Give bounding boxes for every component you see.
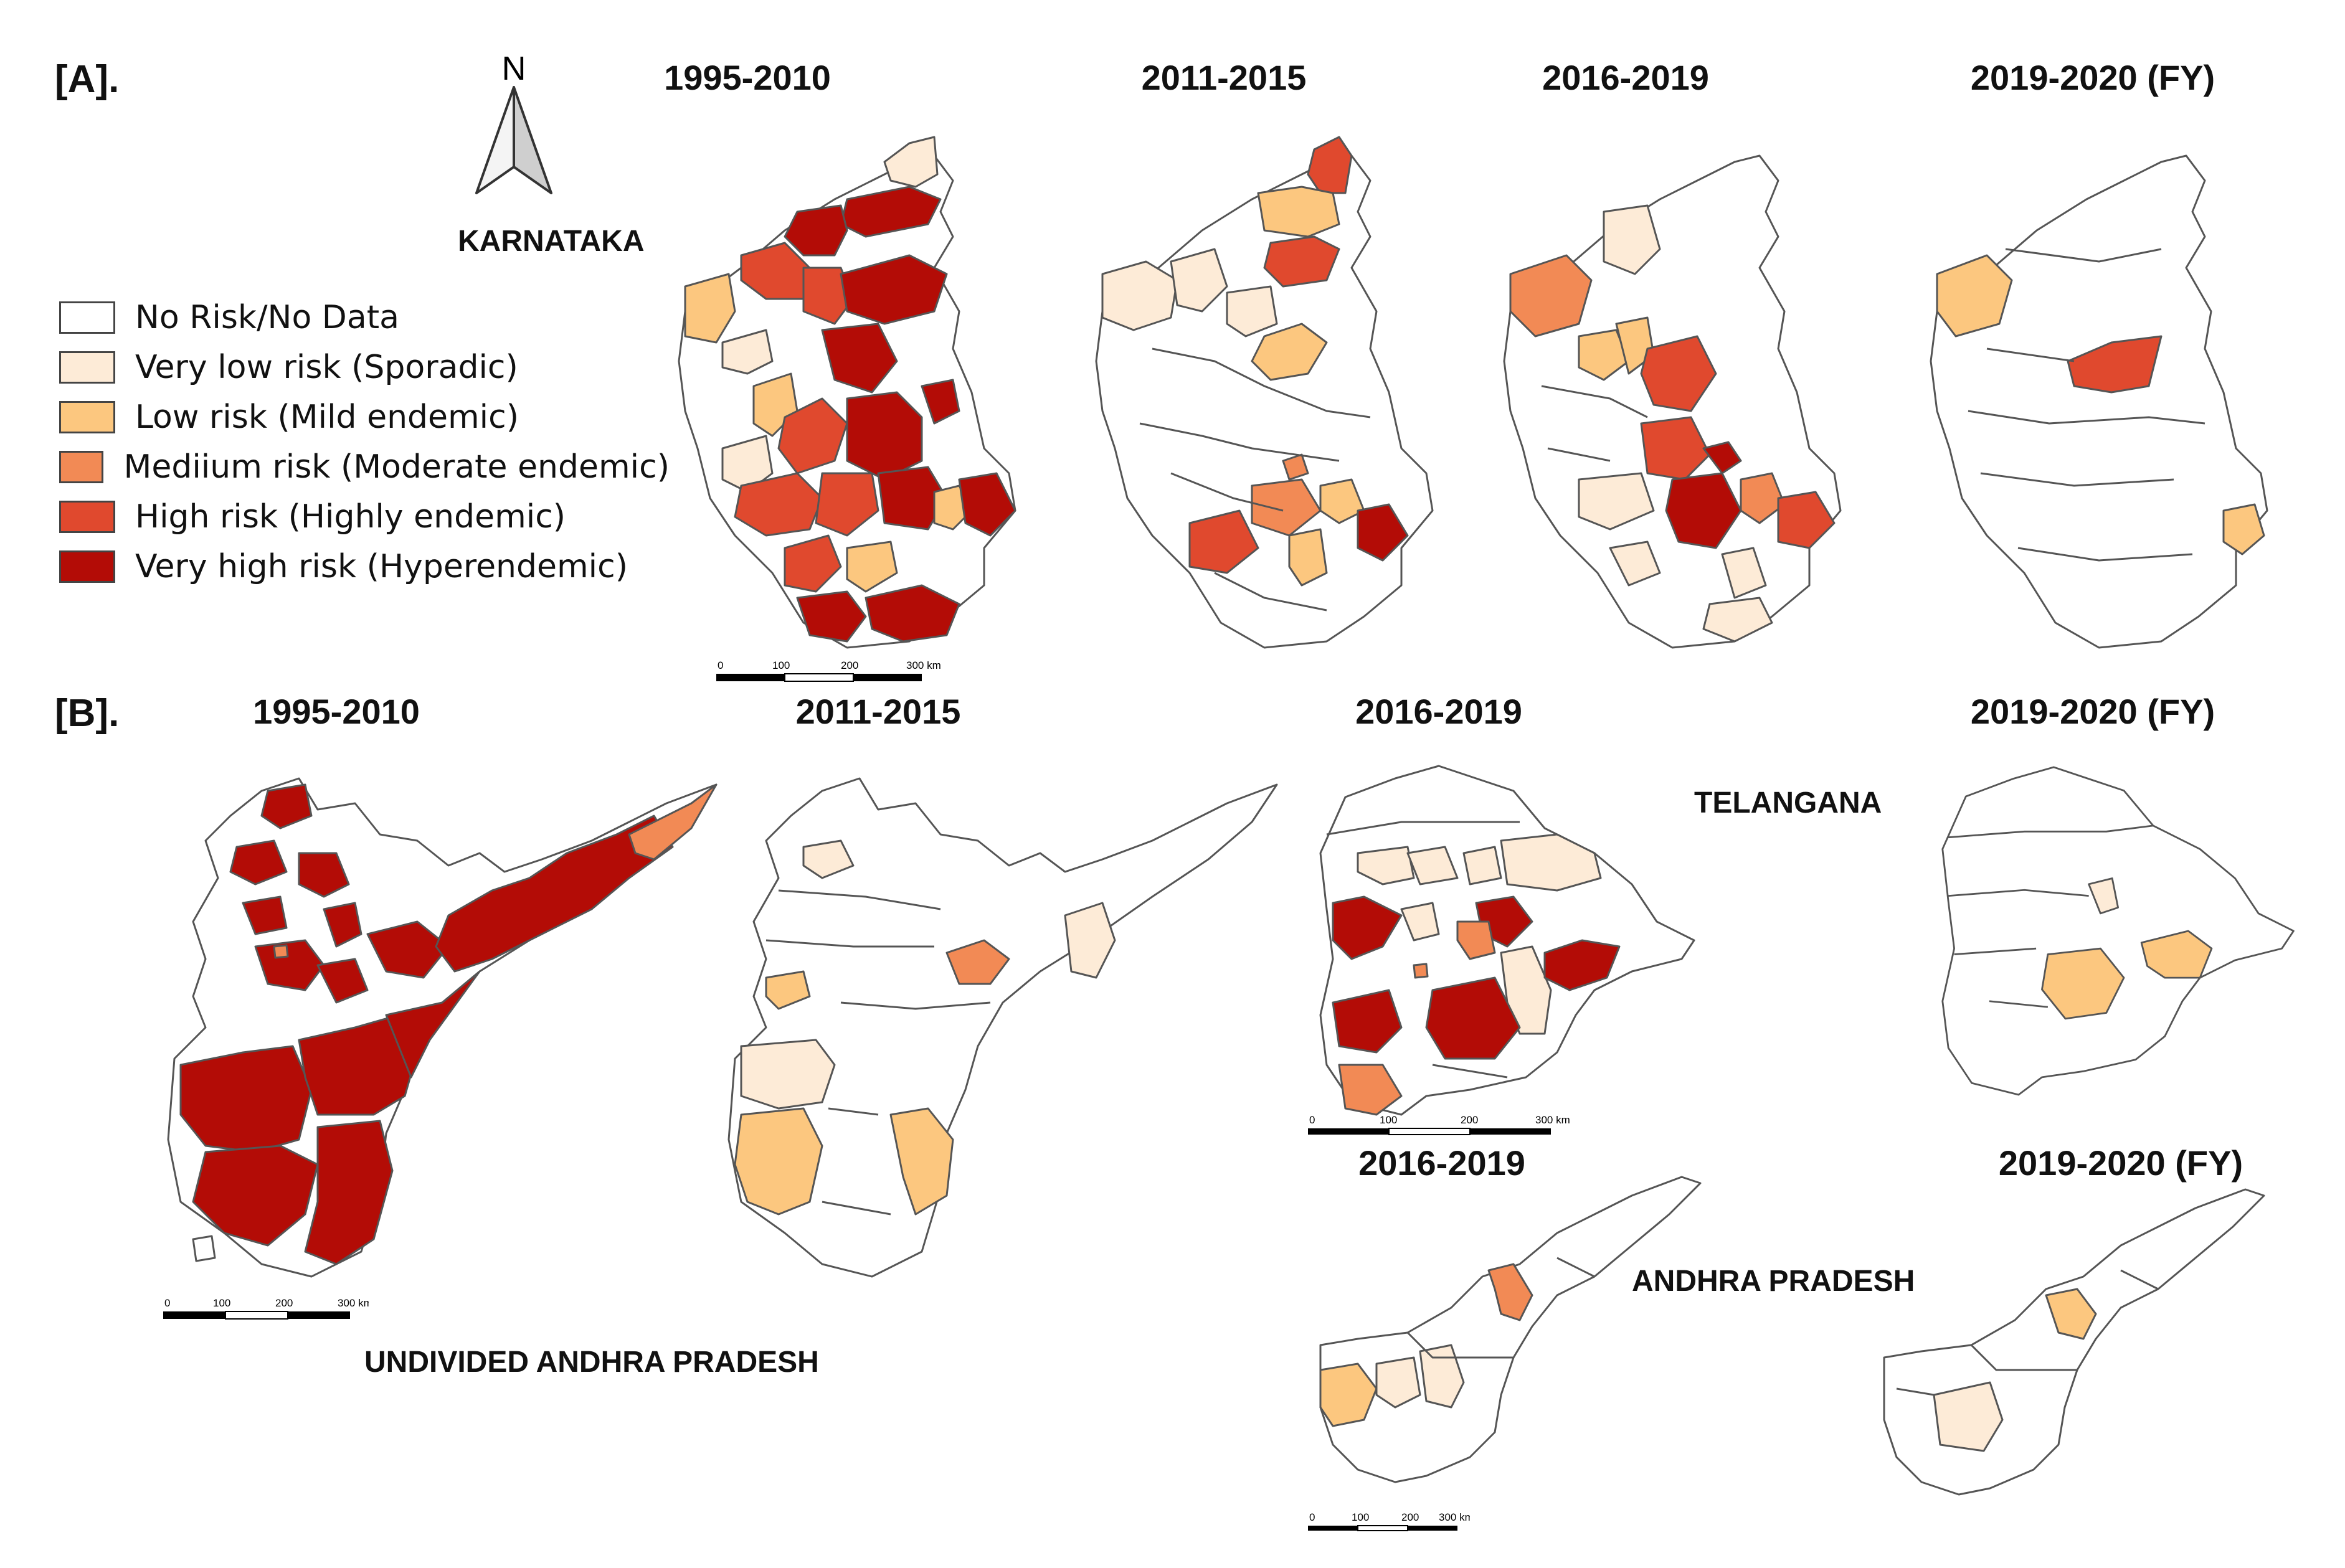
undivided-ap-map-2011-2015 — [716, 766, 1289, 1301]
legend-swatch — [59, 451, 104, 483]
panel-label-a: [A]. — [55, 58, 120, 101]
karnataka-map-1995-2010 — [660, 125, 1021, 660]
scale-tick-label: 200 — [1401, 1512, 1419, 1523]
state-label-undivided-ap: UNDIVIDED ANDHRA PRADESH — [364, 1346, 819, 1379]
scale-tick-label: 0 — [164, 1297, 170, 1309]
legend-item: No Risk/No Data — [59, 293, 670, 342]
legend-item: High risk (Highly endemic) — [59, 492, 670, 542]
state-label-telangana: TELANGANA — [1694, 786, 1882, 819]
scale-tick-label: 100 — [772, 659, 790, 671]
scale-tick-label: 300 km — [906, 659, 940, 671]
ap-map-2019-2020 — [1856, 1183, 2286, 1532]
legend-swatch — [59, 301, 115, 334]
scale-tick-label: 200 — [841, 659, 858, 671]
map-title: 2016-2019 — [1358, 1143, 1525, 1183]
scale-bar: 0 100 200 300 km — [163, 1296, 372, 1328]
legend-swatch — [59, 351, 115, 384]
telangana-map-2019-2020 — [1931, 750, 2317, 1112]
map-title: 2019-2020 (FY) — [1970, 58, 2215, 97]
karnataka-map-2016-2019 — [1485, 125, 1847, 660]
map-title: 2011-2015 — [1141, 58, 1307, 97]
legend-label: Very low risk (Sporadic) — [135, 349, 518, 386]
legend-label: Mediium risk (Moderate endemic) — [123, 448, 670, 486]
scale-tick-label: 100 — [1352, 1512, 1369, 1523]
legend-label: High risk (Highly endemic) — [135, 498, 566, 536]
map-title: 1995-2010 — [664, 58, 831, 97]
legend-label: No Risk/No Data — [135, 299, 399, 336]
map-title: 1995-2010 — [253, 692, 420, 731]
scale-bar: 0 100 200 300 km — [716, 659, 941, 691]
undivided-ap-map-1995-2010 — [156, 766, 729, 1301]
karnataka-map-2019-2020 — [1912, 125, 2273, 660]
scale-tick-label: 0 — [1309, 1512, 1315, 1523]
scale-bar: 0 100 200 300 km — [1308, 1114, 1570, 1144]
legend-label: Very high risk (Hyperendemic) — [135, 548, 628, 585]
scale-tick-label: 300 km — [338, 1297, 369, 1309]
legend-swatch — [59, 550, 115, 583]
legend-item: Very low risk (Sporadic) — [59, 342, 670, 392]
scale-tick-label: 0 — [1309, 1115, 1315, 1126]
north-arrow-icon: N — [464, 49, 564, 198]
state-label-andhra-pradesh: ANDHRA PRADESH — [1632, 1265, 1915, 1298]
scale-bar: 0 100 200 300 km — [1308, 1511, 1474, 1540]
scale-tick-label: 200 — [275, 1297, 293, 1309]
north-letter: N — [502, 50, 526, 87]
legend-item: Low risk (Mild endemic) — [59, 392, 670, 442]
map-title: 2016-2019 — [1542, 58, 1709, 97]
scale-tick-label: 100 — [1380, 1115, 1397, 1126]
legend-item: Mediium risk (Moderate endemic) — [59, 442, 670, 492]
scale-tick-label: 100 — [213, 1297, 230, 1309]
state-label-karnataka: KARNATAKA — [458, 225, 645, 258]
legend-swatch — [59, 501, 115, 533]
map-title: 2019-2020 (FY) — [1970, 692, 2215, 731]
legend-item: Very high risk (Hyperendemic) — [59, 542, 670, 592]
map-title: 2016-2019 — [1355, 692, 1522, 731]
scale-tick-label: 200 — [1461, 1115, 1478, 1126]
telangana-map-2016-2019 — [1308, 753, 1719, 1127]
scale-tick-label: 300 km — [1439, 1512, 1470, 1523]
map-title: 2011-2015 — [795, 692, 961, 731]
scale-tick-label: 0 — [718, 659, 723, 671]
ap-map-2016-2019 — [1308, 1171, 1707, 1519]
karnataka-map-2011-2015 — [1078, 125, 1439, 660]
scale-tick-label: 300 km — [1535, 1115, 1570, 1126]
panel-label-b: [B]. — [55, 692, 120, 735]
legend: No Risk/No Data Very low risk (Sporadic)… — [59, 293, 670, 592]
legend-label: Low risk (Mild endemic) — [135, 399, 519, 436]
map-title: 2019-2020 (FY) — [1998, 1143, 2243, 1183]
legend-swatch — [59, 401, 115, 433]
